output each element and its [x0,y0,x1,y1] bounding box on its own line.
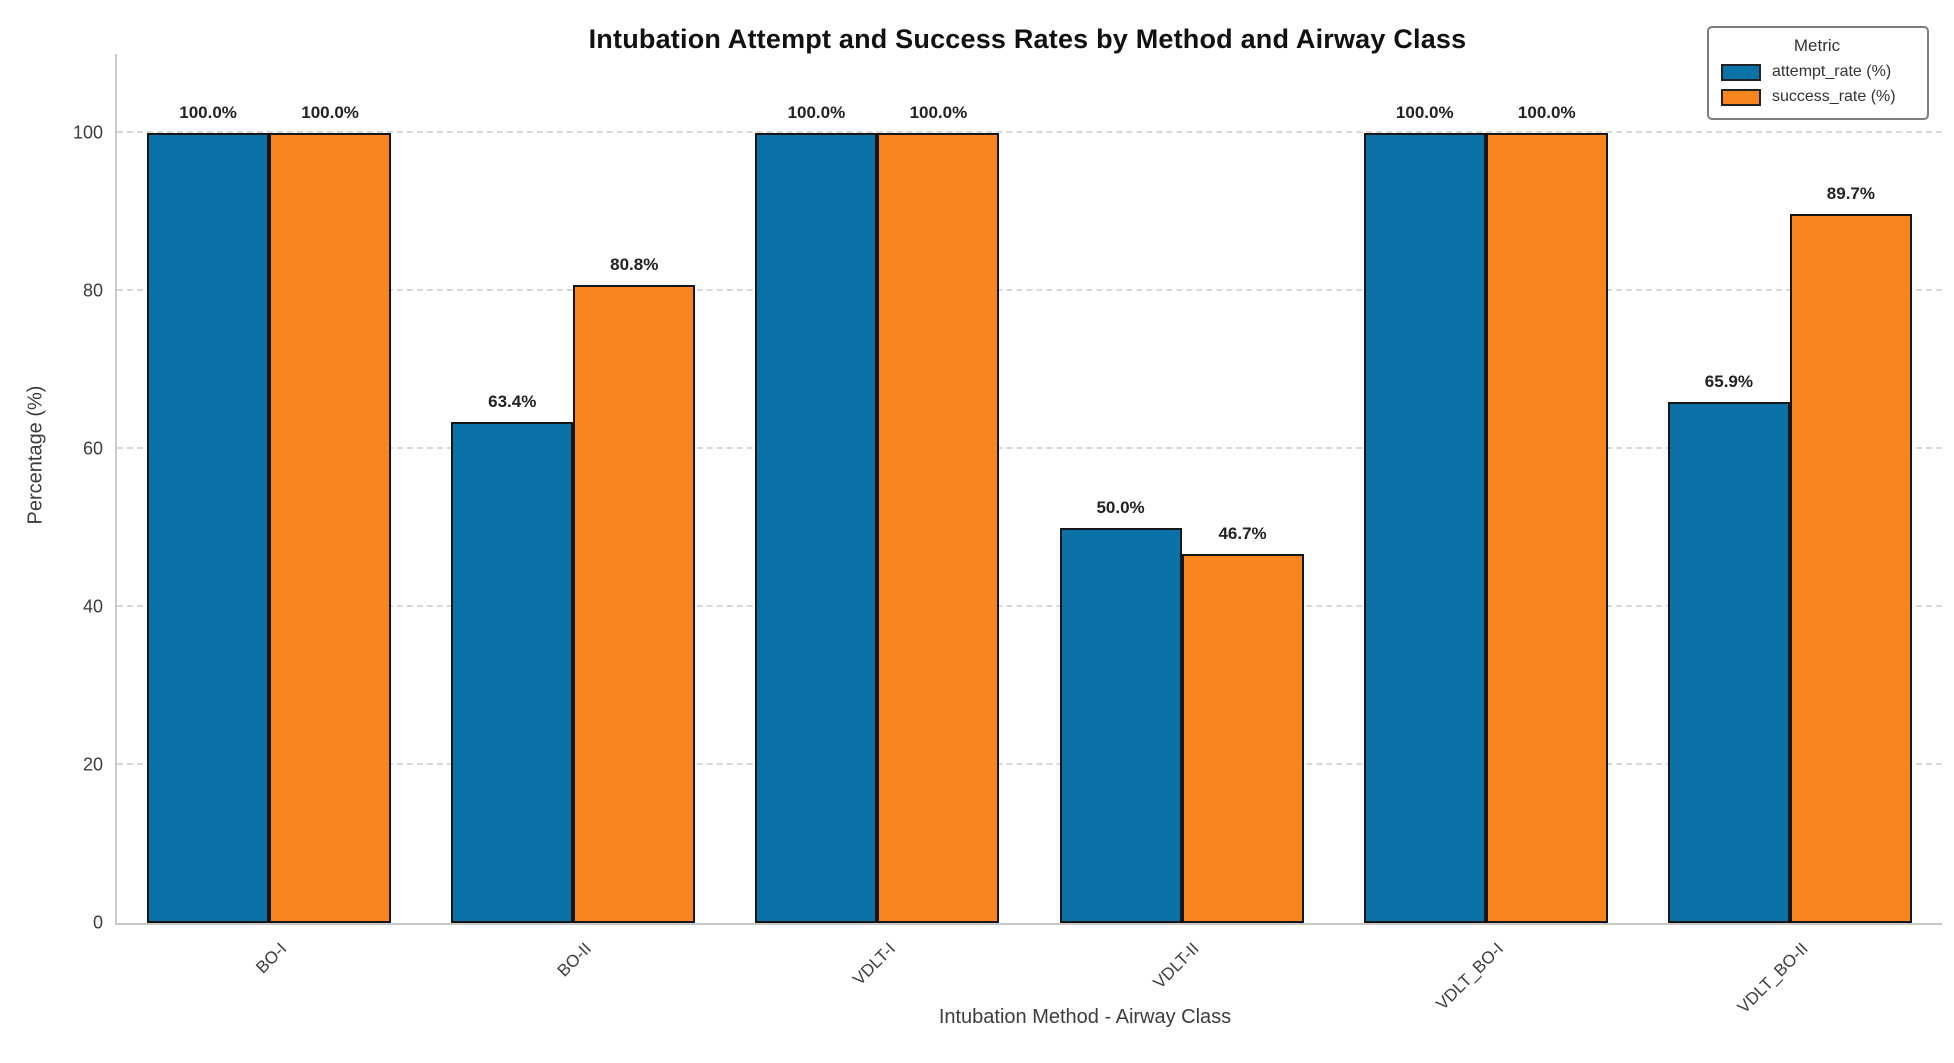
bar-success_rate-BO-II [573,284,696,923]
bar-value-label: 63.4% [488,392,537,412]
bar-attempt_rate-VDLT-II [1059,528,1182,923]
bar-value-label: 100.0% [301,103,359,122]
x-tick-label: VDLT-II [1149,939,1204,993]
x-tick-label: VDLT-I [848,939,899,989]
bar-value-label: 100.0% [909,103,968,122]
bar-success_rate-VDLT-II [1181,554,1304,923]
bar-success_rate-VDLT-I [877,133,1000,923]
bar-value-label: 50.0% [1096,498,1145,517]
bar-attempt_rate-VDLT-I [755,133,878,923]
bar-attempt_rate-VDLT_BO-I [1363,133,1486,923]
legend-item-label: success_rate (%) [1772,88,1896,105]
bar-value-label: 100.0% [179,103,237,122]
y-axis-label: Percentage (%) [24,385,47,525]
bar-success_rate-VDLT_BO-II [1789,214,1912,923]
bar-value-label: 100.0% [1517,103,1576,122]
x-tick-label: BO-II [553,939,595,981]
y-tick-label: 0 [92,912,103,933]
y-tick-label: 20 [82,754,103,775]
x-tick-label: VDLT_BO-II [1733,939,1812,1018]
bar-value-label: 100.0% [787,103,846,122]
x-axis-label: Intubation Method - Airway Class [938,1006,1232,1028]
bar-success_rate-BO-I [269,133,392,923]
gridline [117,447,1942,449]
chart-title: Intubation Attempt and Success Rates by … [588,24,1467,54]
legend-title: Metric [1793,36,1841,55]
bar-value-label: 65.9% [1704,372,1753,392]
bar-value-label: 89.7% [1826,184,1875,204]
gridline [117,605,1942,607]
x-tick-label: BO-I [252,939,291,978]
bar-attempt_rate-BO-II [451,422,574,923]
legend: Metric attempt_rate (%) success_rate (%) [1707,26,1929,120]
legend-swatch [1721,88,1761,106]
y-tick-label: 80 [82,280,103,301]
legend-swatch [1721,63,1761,81]
legend-items: attempt_rate (%) success_rate (%) [1721,63,1913,106]
gridline [117,131,1942,133]
x-tick-label: VDLT_BO-I [1432,939,1508,1014]
bar-value-label: 80.8% [610,254,659,274]
bar-value-label: 100.0% [1395,103,1454,122]
bar-value-label: 46.7% [1218,524,1267,544]
bar-attempt_rate-BO-I [147,133,270,923]
legend-item-label: attempt_rate (%) [1772,63,1892,80]
legend-item: attempt_rate (%) [1721,63,1913,81]
y-tick-label: 40 [82,596,103,617]
gridline [117,289,1942,291]
y-tick-label: 100 [72,122,103,143]
plot-area: 0 20 40 60 80 100 100.0% 100.0% 63.4% 80.8% 100.0… [73,54,1942,1017]
bar-attempt_rate-VDLT_BO-II [1667,402,1790,923]
gridline [117,763,1942,765]
legend-item: success_rate (%) [1721,88,1913,106]
bar-success_rate-VDLT_BO-I [1485,133,1608,923]
y-tick-label: 60 [82,438,103,459]
